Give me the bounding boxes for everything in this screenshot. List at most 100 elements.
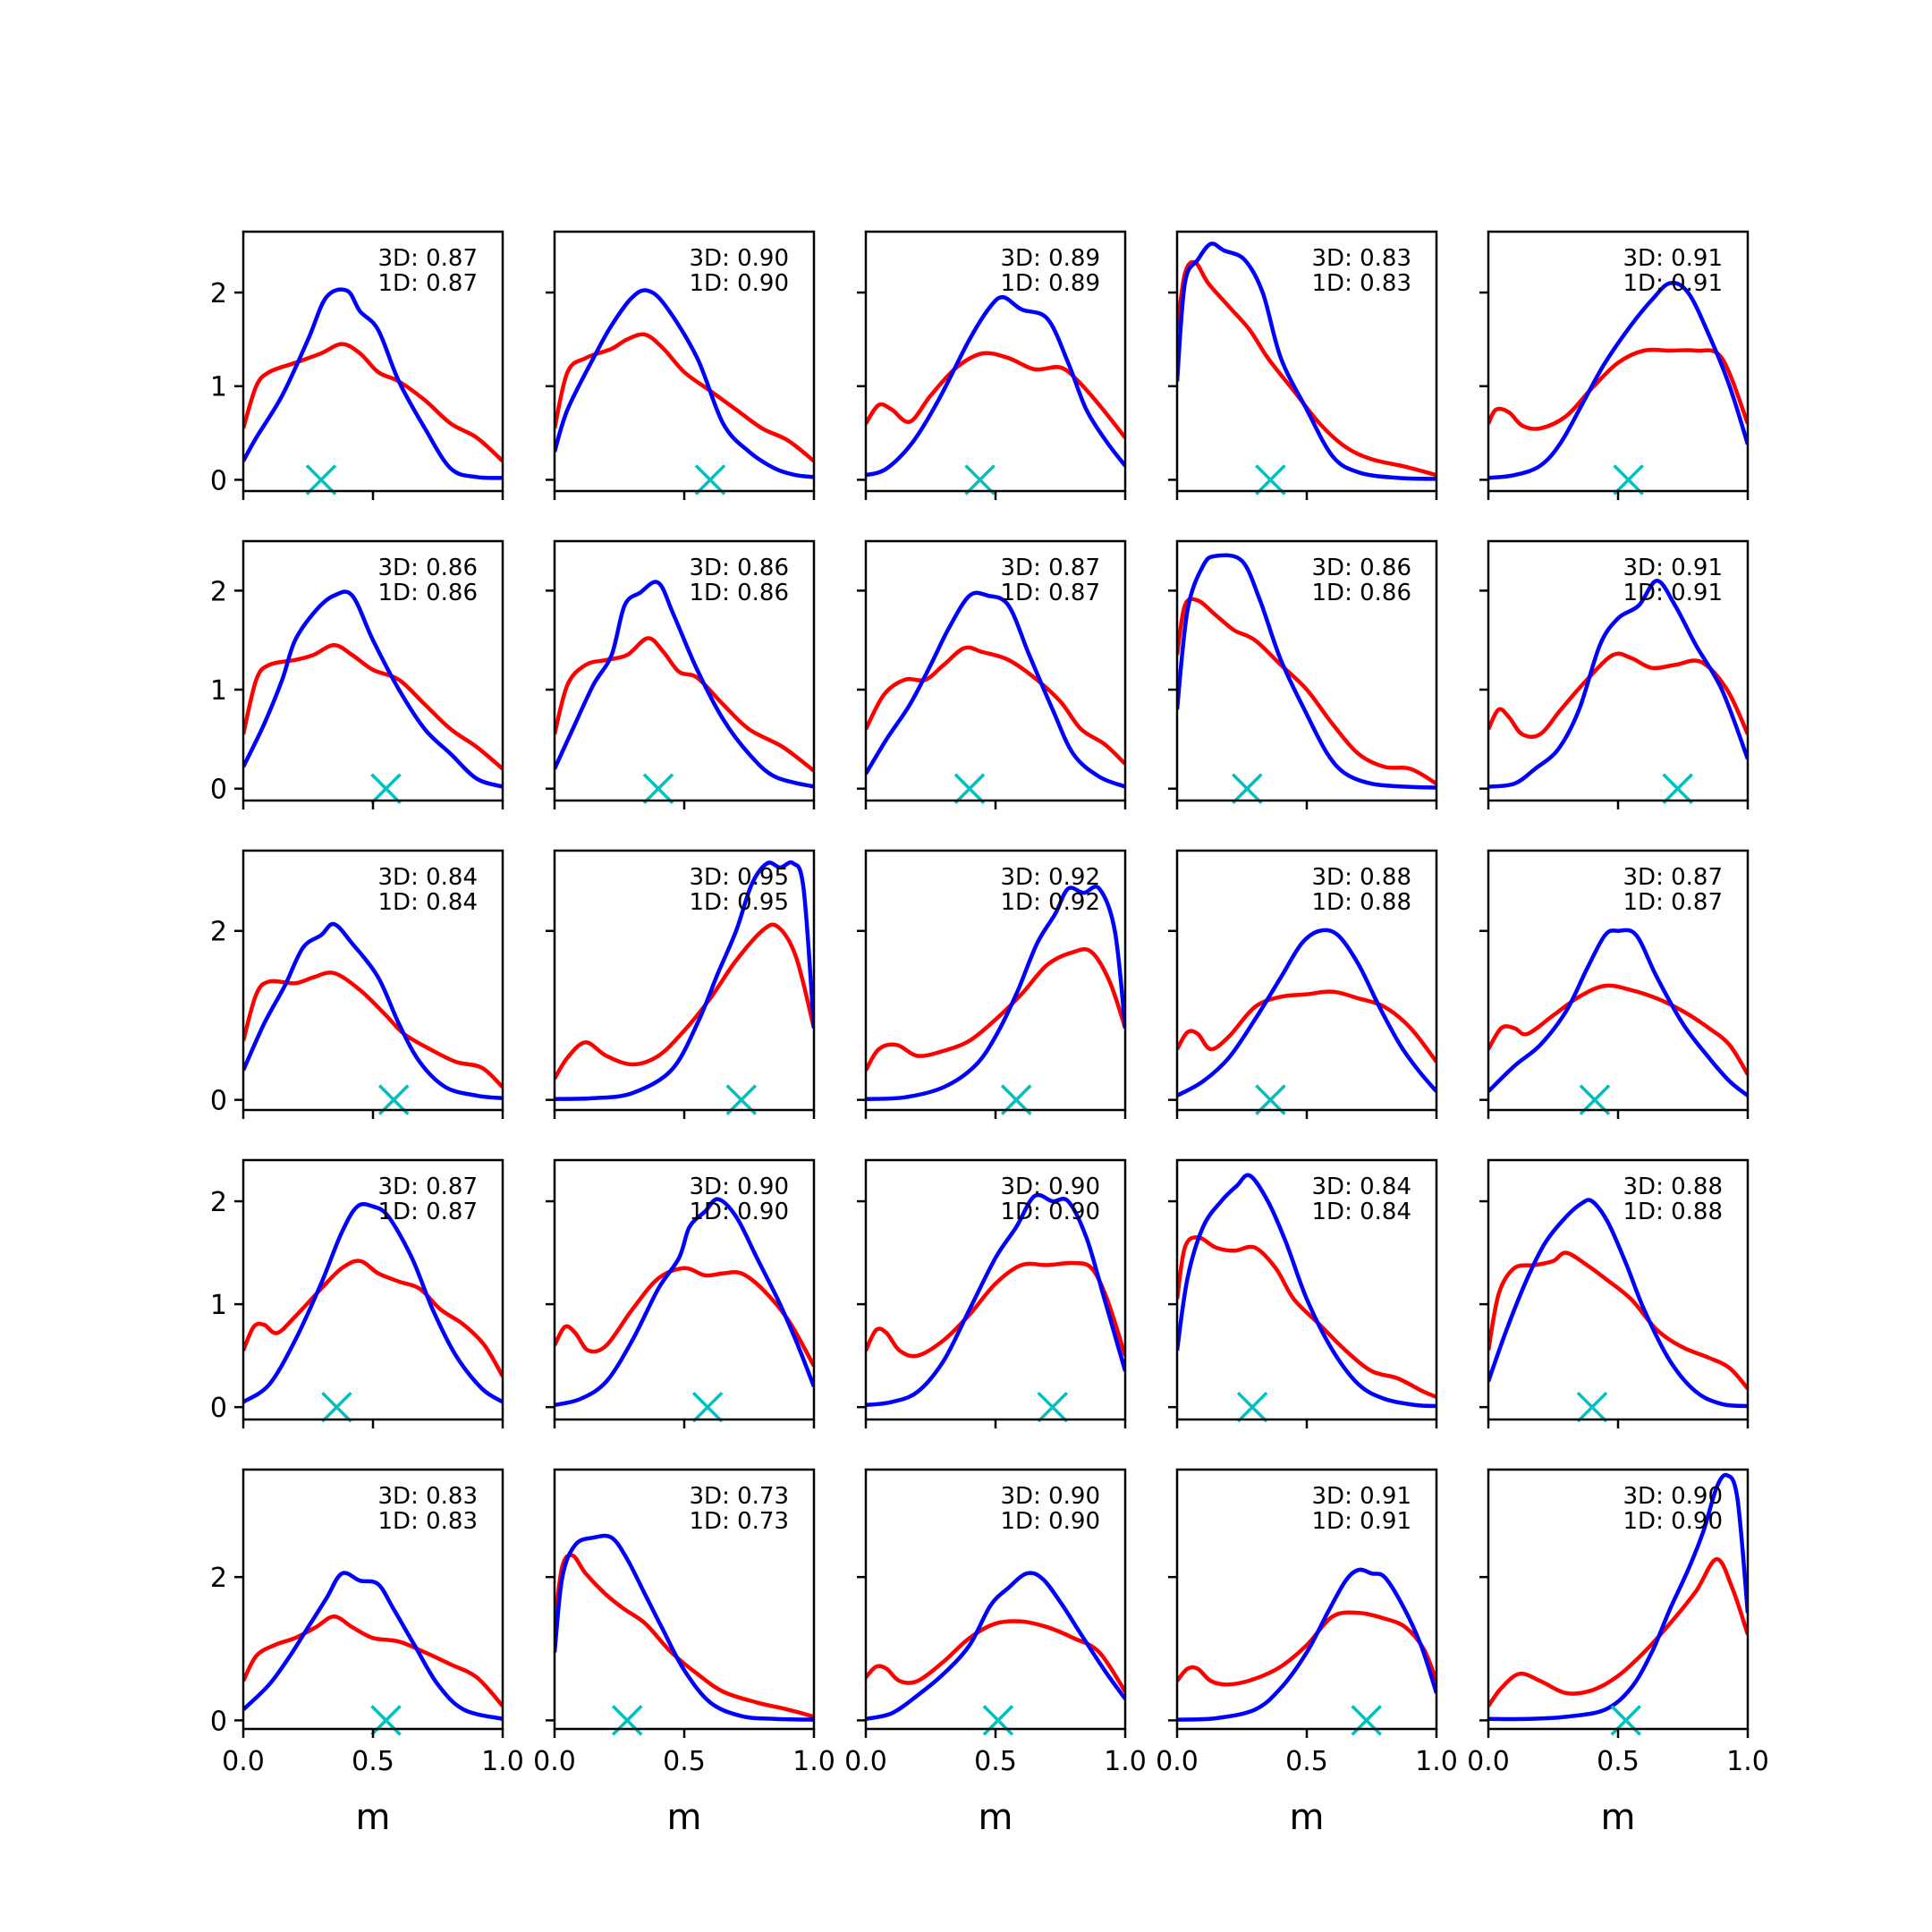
marker-stroke: [1232, 773, 1263, 804]
marker-x: [1037, 1391, 1069, 1423]
blue-series-line: [866, 295, 1125, 478]
blue-series-line: [1177, 242, 1436, 481]
blue-series-line: [243, 1201, 503, 1404]
annotation-1d: 1D: 0.84: [1312, 1199, 1411, 1225]
marker-x: [305, 464, 337, 496]
red-series-line: [555, 1266, 814, 1368]
annotation-3d: 3D: 0.90: [1001, 1483, 1100, 1510]
blue-series-line: [555, 860, 814, 1101]
red-series-line: [866, 947, 1125, 1072]
annotation-1d: 1D: 0.86: [690, 580, 789, 606]
annotation-3d: 3D: 0.90: [690, 1174, 789, 1200]
red-series-line: [243, 1258, 503, 1377]
annotation-3d: 3D: 0.86: [378, 555, 478, 581]
annotation-3d: 3D: 0.86: [1312, 555, 1411, 581]
annotation-1d: 1D: 0.90: [1623, 1508, 1723, 1535]
x-axis-label: m: [356, 1797, 391, 1838]
blue-series-line: [243, 1571, 503, 1721]
annotation-1d: 1D: 0.88: [1623, 1199, 1723, 1225]
annotation-1d: 1D: 0.73: [690, 1508, 789, 1535]
marker-stroke: [953, 773, 986, 804]
marker-x: [1255, 464, 1286, 496]
annotation-1d: 1D: 0.87: [1001, 580, 1100, 606]
annotation-3d: 3D: 0.87: [378, 245, 478, 272]
blue-series-line: [866, 590, 1125, 789]
blue-series-line: [243, 921, 503, 1101]
red-series-line: [243, 970, 503, 1089]
annotation-1d: 1D: 0.87: [1623, 889, 1723, 916]
annotation-1d: 1D: 0.86: [378, 580, 478, 606]
marker-x: [982, 1705, 1014, 1736]
x-tick-label: 0.5: [1597, 1746, 1640, 1777]
x-tick-label: 1.0: [1415, 1746, 1458, 1777]
red-series-line: [555, 636, 814, 773]
marker-x: [370, 773, 402, 804]
marker-stroke: [1037, 1391, 1069, 1423]
y-tick-label: 1: [210, 1290, 227, 1321]
annotation-1d: 1D: 0.83: [1312, 270, 1411, 297]
marker-stroke: [1255, 464, 1286, 496]
marker-x: [1610, 1705, 1641, 1736]
annotation-3d: 3D: 0.84: [1312, 1174, 1411, 1200]
annotation-1d: 1D: 0.83: [378, 1508, 478, 1535]
annotation-3d: 3D: 0.91: [1312, 1483, 1411, 1510]
annotation-1d: 1D: 0.84: [378, 889, 478, 916]
x-tick-label: 0.0: [533, 1746, 576, 1777]
x-tick-label: 0.5: [352, 1746, 394, 1777]
y-tick-label: 2: [210, 1187, 227, 1218]
red-series-line: [1177, 597, 1436, 786]
annotation-1d: 1D: 0.92: [1001, 889, 1100, 916]
blue-series-line: [555, 1197, 814, 1408]
annotation-3d: 3D: 0.87: [1001, 555, 1100, 581]
red-series-line: [1177, 1235, 1436, 1399]
marker-x: [964, 464, 996, 496]
annotation-3d: 3D: 0.83: [378, 1483, 478, 1510]
annotation-3d: 3D: 0.73: [690, 1483, 789, 1510]
marker-x: [694, 464, 726, 496]
y-tick-label: 2: [210, 576, 227, 607]
red-series-line: [555, 332, 814, 463]
blue-series-line: [1177, 1567, 1436, 1722]
y-tick-label: 0: [210, 1086, 227, 1117]
blue-series-line: [1177, 553, 1436, 790]
y-tick-label: 2: [210, 278, 227, 309]
marker-x: [370, 1705, 402, 1736]
annotation-1d: 1D: 0.87: [378, 1199, 478, 1225]
x-tick-label: 1.0: [481, 1746, 524, 1777]
blue-series-line: [1488, 1198, 1748, 1409]
blue-series-line: [866, 885, 1125, 1101]
x-tick-label: 0.5: [663, 1746, 706, 1777]
y-tick-label: 2: [210, 917, 227, 948]
marker-stroke: [1662, 773, 1693, 804]
x-axis-label: m: [979, 1797, 1013, 1838]
blue-series-line: [1488, 1472, 1748, 1722]
x-tick-label: 0.0: [1467, 1746, 1510, 1777]
annotation-1d: 1D: 0.90: [690, 1199, 789, 1225]
x-axis-label: m: [1290, 1797, 1325, 1838]
red-series-line: [1177, 989, 1436, 1063]
x-tick-label: 0.5: [1285, 1746, 1328, 1777]
annotation-1d: 1D: 0.91: [1623, 580, 1723, 606]
blue-series-line: [555, 288, 814, 479]
x-tick-label: 0.0: [844, 1746, 887, 1777]
annotation-3d: 3D: 0.86: [690, 555, 789, 581]
annotation-3d: 3D: 0.87: [378, 1174, 478, 1200]
